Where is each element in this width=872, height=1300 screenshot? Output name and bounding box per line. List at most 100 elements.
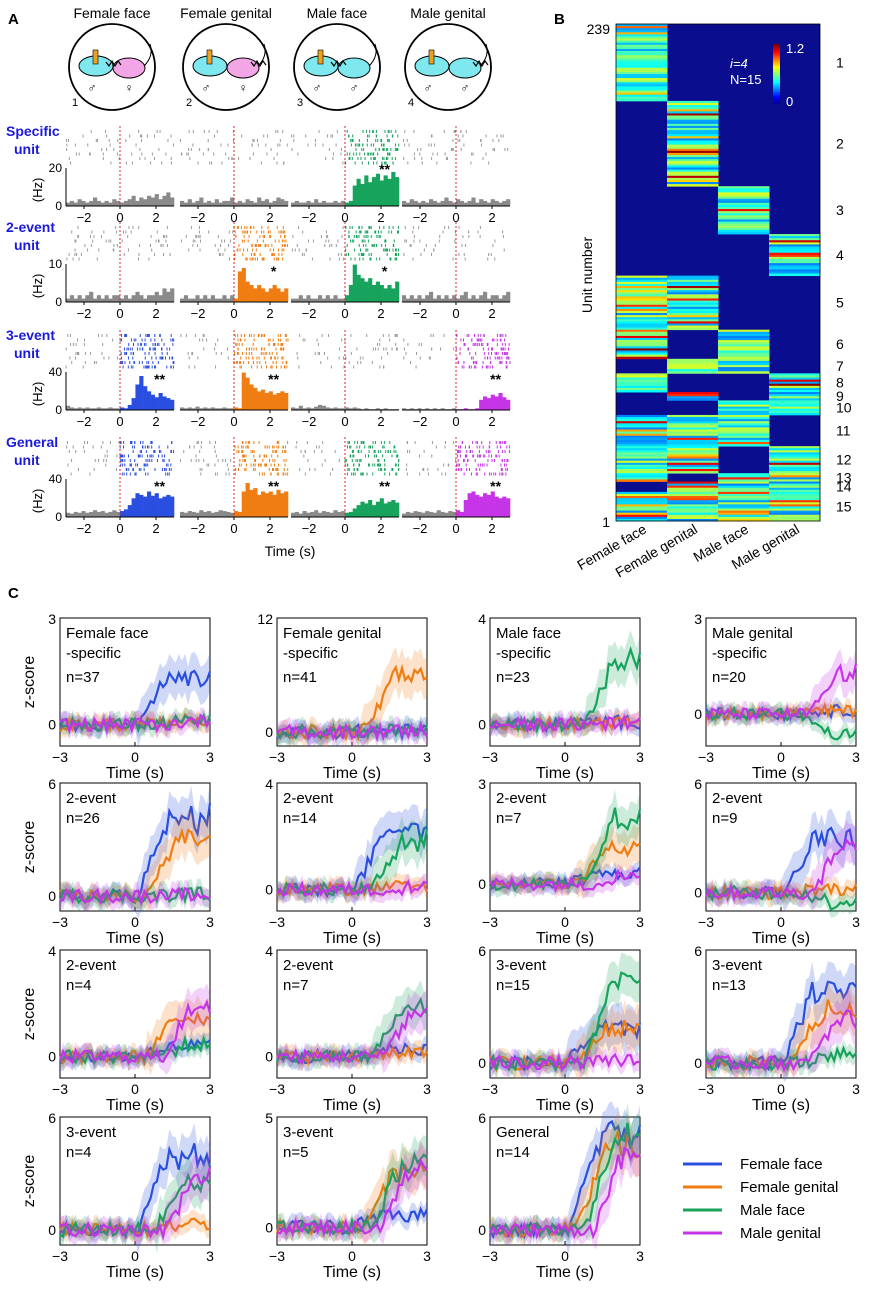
- psth-xtick-label: −2: [413, 521, 428, 536]
- psth-bar: [207, 408, 212, 410]
- heatmap-cell: [667, 150, 719, 154]
- psth-bar: [108, 511, 113, 517]
- colorbar-segment: [773, 86, 780, 88]
- colorbar-segment: [773, 56, 780, 58]
- heatmap-cell: [616, 26, 668, 29]
- psth-bar: [452, 295, 457, 302]
- heatmap-cell: [718, 412, 770, 416]
- plot-title: Female genital: [283, 625, 381, 642]
- psth-bar: [166, 398, 171, 410]
- heatmap-cell: [667, 277, 719, 281]
- psth-xtick-label: −2: [413, 306, 428, 321]
- heatmap-cell: [616, 308, 668, 312]
- heatmap-cell: [667, 466, 719, 470]
- psth-bar: [425, 408, 430, 410]
- psth-bar: [268, 391, 273, 410]
- psth-bar: [325, 511, 330, 517]
- psth-bar: [170, 197, 175, 206]
- heatmap-cell: [616, 414, 668, 418]
- heatmap-cell: [769, 450, 821, 453]
- heatmap-cell: [667, 489, 719, 493]
- heatmap-cell: [667, 142, 719, 146]
- heatmap-cell: [718, 354, 770, 358]
- sex-symbol-left: ♂: [88, 81, 97, 95]
- psth-bar: [123, 509, 129, 517]
- plot-xtick-label: −3: [52, 914, 68, 930]
- legend: Female face Female genital Male face Male g…: [683, 1156, 838, 1242]
- plot-xlabel: Time (s): [323, 1264, 381, 1281]
- psth-bar: [475, 408, 480, 410]
- heatmap-cell: [718, 417, 770, 420]
- psth-bar: [337, 511, 342, 517]
- psth-xtick-label: 0: [116, 210, 123, 225]
- psth-bar: [425, 202, 430, 206]
- psth-bar: [147, 195, 152, 206]
- psth-bar: [123, 295, 129, 302]
- psth-bar: [180, 511, 185, 517]
- heatmap-cell: [667, 452, 719, 455]
- heatmap-cell: [667, 286, 719, 289]
- heatmap-cell: [616, 462, 668, 466]
- psth-bar: [348, 511, 354, 517]
- cluster-label: 5: [836, 295, 844, 311]
- psth-bar: [348, 408, 354, 410]
- psth-bar: [230, 197, 235, 206]
- colorbar-segment: [773, 50, 780, 52]
- psth-bar: [345, 512, 350, 517]
- heatmap-cell: [616, 59, 668, 62]
- psth-xtick-label: 2: [266, 414, 273, 429]
- heatmap-cell: [616, 512, 668, 516]
- colorbar-segment: [773, 77, 780, 79]
- psth-xtick-label: −2: [77, 414, 92, 429]
- heatmap-cell: [769, 379, 821, 383]
- heatmap-cell: [616, 36, 668, 39]
- psth-bar: [494, 200, 499, 206]
- condition-schematic-4: Male genital 4 ♂ ♂: [404, 5, 492, 111]
- psth-xtick-label: 0: [452, 210, 459, 225]
- heatmap-cell: [769, 240, 821, 243]
- heatmap-cell: [616, 475, 668, 478]
- heatmap-cell: [667, 292, 719, 295]
- heatmap-cell: [616, 466, 668, 470]
- psth-bar: [337, 298, 342, 302]
- heatmap-cell: [667, 456, 719, 460]
- psth-bar: [93, 197, 98, 206]
- zscore-plot: 3 0 −3 0 3 Time (s) z-score Female face -specifi…: [21, 611, 214, 782]
- cluster-label: 8: [836, 375, 844, 391]
- psth-bar: [448, 298, 453, 302]
- plot-ytick-max: 6: [48, 776, 56, 792]
- psth-xtick-label: −2: [413, 414, 428, 429]
- heatmap-cell: [616, 61, 668, 64]
- psth-ytick: 0: [55, 295, 62, 309]
- psth-bar: [73, 408, 78, 410]
- significance-mark: *: [382, 263, 388, 279]
- plot-ytick-zero: 0: [265, 1049, 273, 1065]
- row-label-unit: unit: [14, 345, 40, 361]
- heatmap-cell: [718, 215, 770, 218]
- psth-bar: [502, 496, 507, 517]
- psth-bar: [241, 372, 246, 410]
- heatmap-cell: [718, 510, 770, 514]
- psth-bar: [253, 488, 258, 517]
- psth-bar: [314, 510, 319, 517]
- row-label: 3-event: [6, 327, 55, 343]
- plot-title: 2-event: [66, 957, 117, 974]
- plot-xlabel: Time (s): [536, 765, 594, 782]
- psth-xtick-label: 0: [452, 306, 459, 321]
- plot-ytick-max: 12: [257, 611, 273, 627]
- heatmap-cell: [667, 313, 719, 316]
- psth-bar: [218, 298, 223, 302]
- heatmap-cell: [718, 431, 770, 435]
- psth-bar: [310, 511, 315, 517]
- psth-bar: [337, 202, 342, 206]
- plot-ytick-max: 6: [478, 943, 486, 959]
- heatmap-cell: [718, 439, 770, 443]
- tail: [143, 43, 152, 67]
- psth-xtick-label: 0: [341, 521, 348, 536]
- heatmap-cell: [616, 350, 668, 353]
- heatmap-ylabel: Unit number: [579, 237, 595, 314]
- psth-bar: [66, 405, 71, 410]
- psth-bar: [73, 511, 78, 517]
